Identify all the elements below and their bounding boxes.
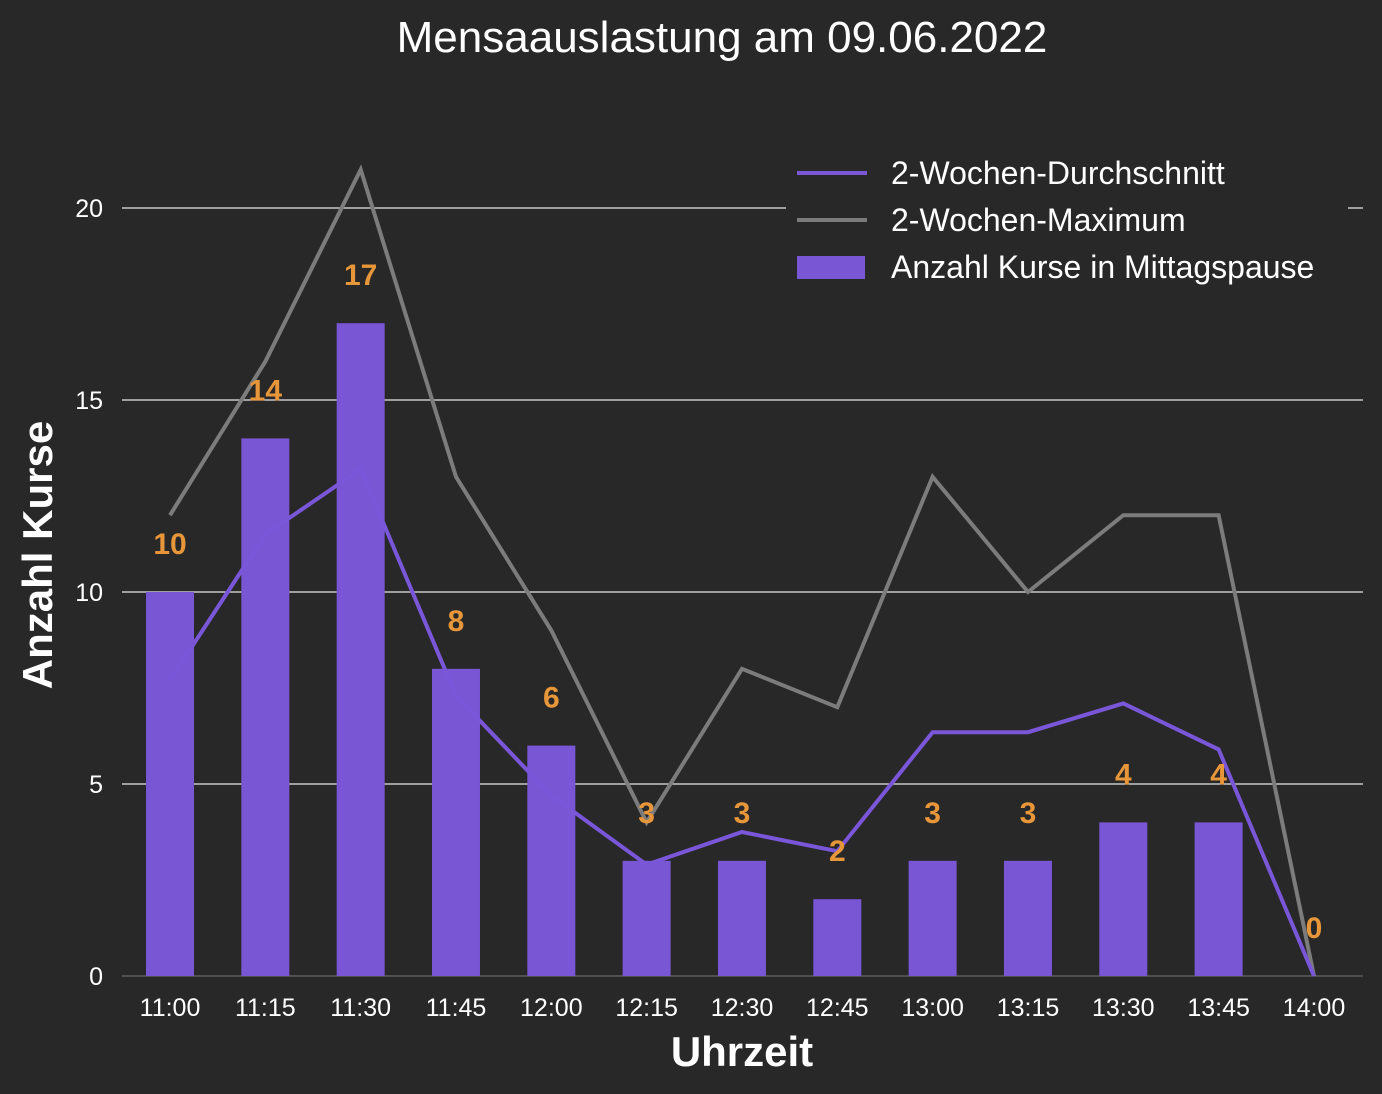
bar-series bbox=[146, 323, 1243, 976]
bar bbox=[241, 438, 290, 976]
x-tick-label: 11:15 bbox=[235, 994, 296, 1022]
data-label: 6 bbox=[543, 682, 560, 715]
legend-label-max: 2-Wochen-Maximum bbox=[891, 202, 1186, 238]
y-tick-label: 15 bbox=[75, 387, 103, 415]
x-axis-label: Uhrzeit bbox=[671, 1028, 813, 1075]
bar bbox=[717, 860, 766, 976]
x-tick-label: 11:00 bbox=[140, 994, 201, 1022]
data-label: 4 bbox=[1210, 758, 1227, 791]
x-tick-labels: 11:00 11:15 11:30 11:45 12:00 12:15 12:30 12:45… bbox=[140, 994, 1346, 1022]
data-label: 0 bbox=[1306, 912, 1323, 945]
x-tick-label: 14:00 bbox=[1283, 994, 1346, 1022]
bar bbox=[431, 668, 480, 976]
legend-swatch-bars bbox=[797, 256, 865, 279]
data-label: 3 bbox=[1020, 797, 1037, 830]
bar bbox=[908, 860, 957, 976]
bar bbox=[1003, 860, 1052, 976]
legend: 2-Wochen-Durchschnitt 2-Wochen-Maximum A… bbox=[786, 150, 1348, 292]
legend-label-bars: Anzahl Kurse in Mittagspause bbox=[891, 249, 1314, 285]
bar bbox=[1194, 822, 1243, 976]
gridlines bbox=[122, 207, 1363, 977]
bar bbox=[527, 745, 576, 976]
y-tick-label: 20 bbox=[75, 195, 103, 223]
x-tick-label: 13:30 bbox=[1092, 994, 1155, 1022]
data-label: 10 bbox=[153, 528, 186, 561]
x-tick-label: 12:00 bbox=[520, 994, 583, 1022]
data-label: 8 bbox=[448, 605, 465, 638]
data-label: 4 bbox=[1115, 758, 1132, 791]
bar bbox=[813, 899, 862, 976]
x-tick-label: 11:45 bbox=[426, 994, 487, 1022]
data-labels: 10 14 17 8 6 3 3 2 3 3 4 4 0 bbox=[153, 259, 1322, 945]
y-tick-label: 5 bbox=[89, 771, 103, 799]
data-label: 2 bbox=[829, 835, 846, 868]
bar bbox=[336, 323, 385, 976]
bar bbox=[146, 592, 194, 976]
x-tick-label: 13:45 bbox=[1187, 994, 1250, 1022]
x-tick-label: 13:15 bbox=[997, 994, 1060, 1022]
data-label: 14 bbox=[249, 374, 283, 407]
line-avg bbox=[168, 466, 1316, 977]
x-tick-label: 13:00 bbox=[901, 994, 964, 1022]
x-tick-label: 12:30 bbox=[711, 994, 774, 1022]
line-series bbox=[168, 164, 1316, 977]
x-tick-label: 12:45 bbox=[806, 994, 869, 1022]
y-tick-labels: 0 5 10 15 20 bbox=[75, 195, 103, 991]
data-label: 17 bbox=[344, 259, 377, 292]
data-label: 3 bbox=[638, 797, 655, 830]
bar bbox=[1099, 822, 1148, 976]
legend-background bbox=[786, 150, 1348, 292]
y-tick-label: 10 bbox=[75, 579, 103, 607]
data-label: 3 bbox=[734, 797, 751, 830]
chart-title: Mensaauslastung am 09.06.2022 bbox=[397, 13, 1048, 62]
data-label: 3 bbox=[924, 797, 941, 830]
x-tick-label: 11:30 bbox=[330, 994, 391, 1022]
legend-label-avg: 2-Wochen-Durchschnitt bbox=[891, 155, 1225, 191]
line-max bbox=[168, 164, 1316, 977]
y-axis-label: Anzahl Kurse bbox=[14, 421, 61, 689]
bar bbox=[622, 860, 671, 976]
y-tick-label: 0 bbox=[89, 963, 103, 991]
x-tick-label: 12:15 bbox=[615, 994, 678, 1022]
